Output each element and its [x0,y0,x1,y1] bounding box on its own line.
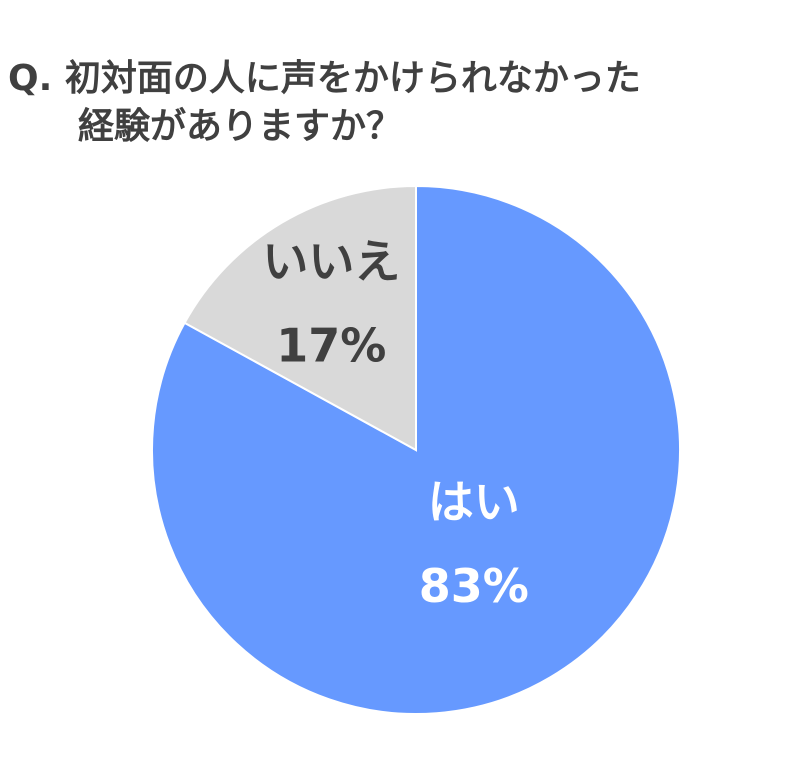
pie-slice [151,184,681,715]
slice-category-label: はい [428,475,520,529]
chart-title: Q. 初対面の人に声をかけられなかった [8,58,641,99]
chart-title: 経験がありますか？ [78,106,402,147]
slice-value-label: 83% [419,559,529,613]
pie-slice [183,184,417,452]
slice-value-label: 17% [276,318,386,372]
slice-category-label: いいえ [262,234,400,288]
